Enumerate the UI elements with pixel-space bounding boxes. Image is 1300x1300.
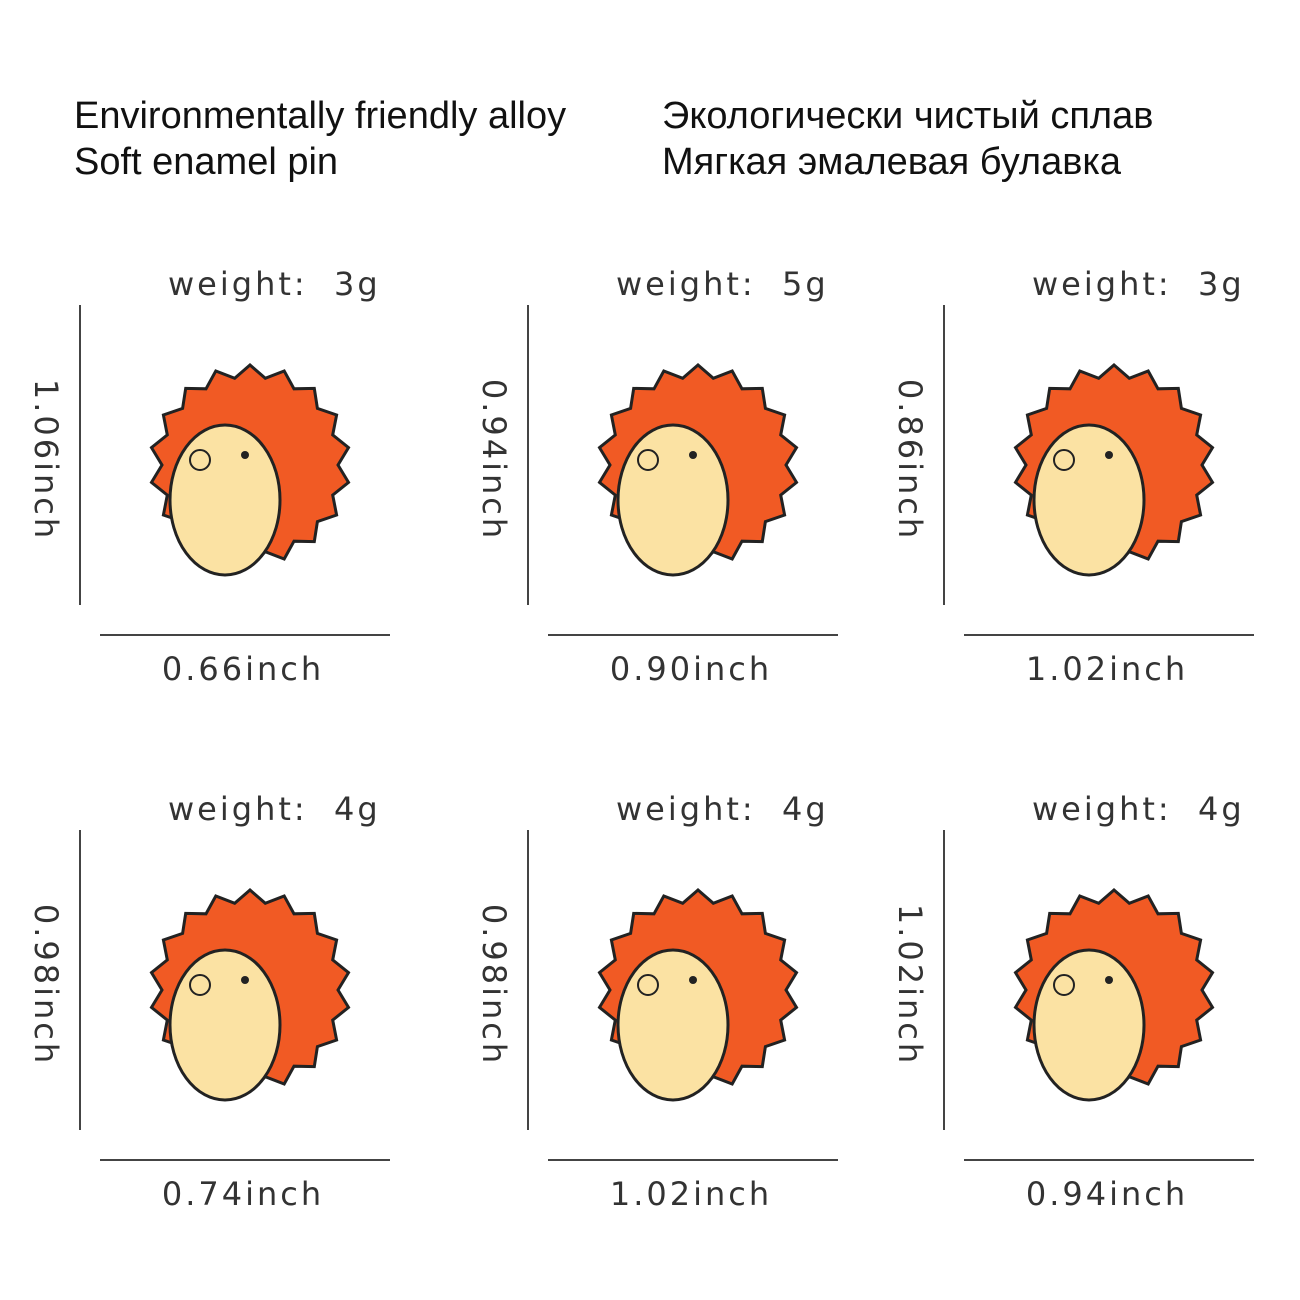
hedgehog-body [616,948,730,1102]
weight-label: weight: 3g [168,265,381,303]
hedgehog-body [168,948,282,1102]
width-label: 0.74inch [162,1175,324,1213]
height-label: 1.02inch [891,904,929,1066]
height-label: 0.94inch [475,379,513,541]
width-label: 0.90inch [610,650,772,688]
hedgehog-eye [689,976,697,984]
hedgehog-pin [149,363,351,577]
width-label: 0.66inch [162,650,324,688]
width-label: 1.02inch [1026,650,1188,688]
header-line: Environmentally friendly alloy [74,95,566,137]
hedgehog-ear [189,974,211,996]
hedgehog-pin [597,888,799,1102]
header-line: Мягкая эмалевая булавка [662,141,1122,183]
hedgehog-pin [1013,888,1215,1102]
weight-label: weight: 5g [616,265,829,303]
height-label: 0.86inch [891,379,929,541]
weight-label: weight: 4g [168,790,381,828]
hedgehog-eye [1105,976,1113,984]
hedgehog-ear [637,449,659,471]
hedgehog-pin [1013,363,1215,577]
hedgehog-pin [149,888,351,1102]
hedgehog-ear [637,974,659,996]
hedgehog-body [616,423,730,577]
hedgehog-pin [597,363,799,577]
header-line: Экологически чистый сплав [662,95,1153,137]
hedgehog-eye [1105,451,1113,459]
hedgehog-body [168,423,282,577]
hedgehog-ear [1053,974,1075,996]
hedgehog-body [1032,948,1146,1102]
header-line: Soft enamel pin [74,141,338,183]
hedgehog-eye [689,451,697,459]
height-label: 0.98inch [475,904,513,1066]
height-label: 0.98inch [27,904,65,1066]
weight-label: weight: 3g [1032,265,1245,303]
hedgehog-ear [1053,449,1075,471]
width-label: 1.02inch [610,1175,772,1213]
hedgehog-eye [241,451,249,459]
weight-label: weight: 4g [616,790,829,828]
hedgehog-body [1032,423,1146,577]
width-label: 0.94inch [1026,1175,1188,1213]
hedgehog-ear [189,449,211,471]
hedgehog-eye [241,976,249,984]
height-label: 1.06inch [27,379,65,541]
weight-label: weight: 4g [1032,790,1245,828]
